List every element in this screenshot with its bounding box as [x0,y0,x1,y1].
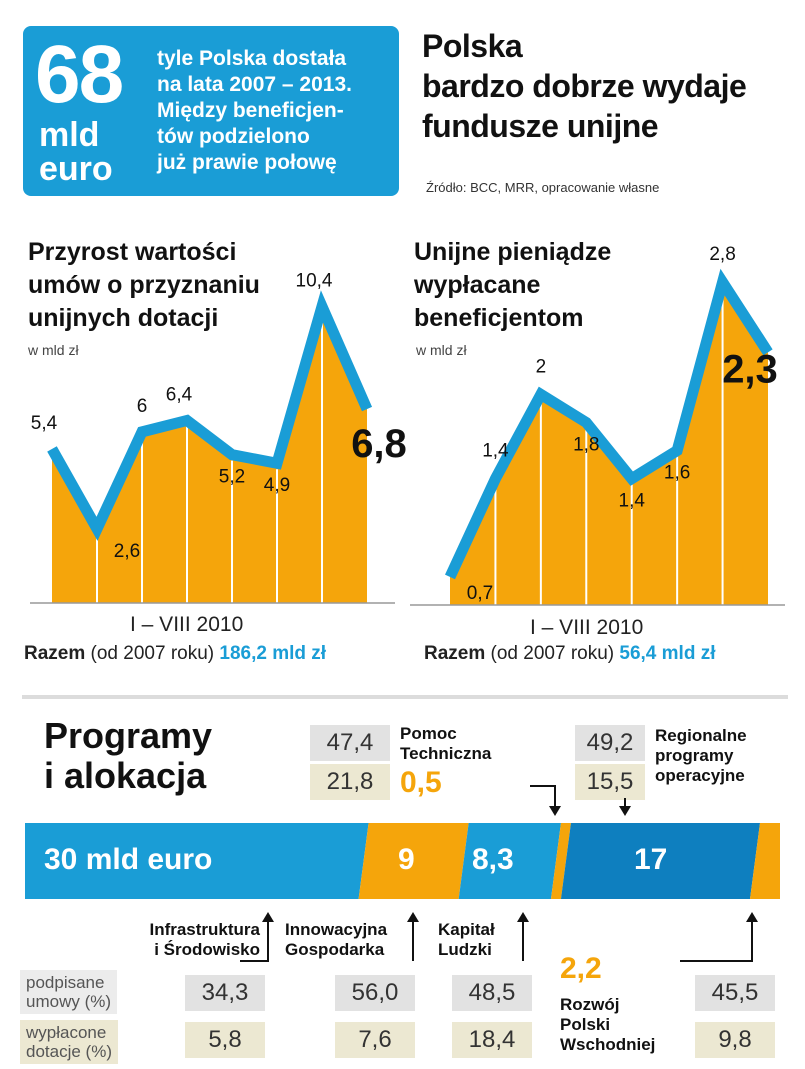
chart1-svg: 5,4 2,6 6 6,4 5,2 4,9 10,4 6,8 0,7 1,4 2 1,8 1,4 1,6 2… [30,244,785,606]
chart1-value-label: 5,4 [31,413,58,434]
chart2-value-label: 2,3 [722,347,778,391]
innow-name: Innowacyjna Gospodarka [285,920,388,959]
chart2-area [450,282,768,605]
rozwoj-arrow [680,912,758,962]
programs-title: Programy i alokacja [44,715,213,796]
chart1-line [47,290,373,541]
chart2-line [445,268,773,580]
infra-name: Infrastruktura i Środowisko [149,920,260,959]
innow-arrow [407,912,419,961]
infra-arrow [240,912,274,962]
chart1-value-label: 4,9 [264,475,290,496]
kapital-amount: 8,3 [472,843,514,876]
chart1-value-label: 6,8 [351,422,407,466]
summary-text: tyle Polska dostała na lata 2007 – 2013.… [157,47,352,174]
allocation-segment-5 [560,823,760,899]
chart2-value-label: 2,8 [709,244,735,265]
row-label-signed: podpisane umowy (%) [20,970,118,1014]
pomoc-arrow [530,785,561,816]
regional-signed-value: 49,2 [575,725,645,761]
section-divider [22,695,788,699]
kapital-signed-value: 48,5 [452,975,532,1011]
chart2-value-label: 1,4 [482,441,509,462]
rozwoj-amount: 2,2 [560,952,602,985]
source-note: Źródło: BCC, MRR, opracowanie własne [426,180,660,195]
allocation-segment-4 [550,823,571,899]
pomoc-signed-value: 47,4 [310,725,390,761]
big-unit: mld euro [39,116,113,188]
infra-paid-value: 5,8 [185,1022,265,1058]
chart1-value-label: 5,2 [219,467,245,488]
infra-amount: 30 mld euro [44,843,213,876]
chart1-value-label: 6 [137,396,148,417]
regional-amount: 17 [634,843,668,876]
regional-name: Regionalne programy operacyjne [655,726,747,785]
innow-signed-value: 56,0 [335,975,415,1011]
allocation-segment-1 [25,823,369,899]
chart2-unit: w mld zł [416,342,467,358]
infra-signed-value: 34,3 [185,975,265,1011]
rozwoj-paid-value: 9,8 [695,1022,775,1058]
kapital-name: Kapitał Ludzki [438,920,495,959]
chart2-value-label: 0,7 [467,583,493,604]
chart1-total-note: (od 2007 roku) [90,643,215,664]
innow-amount: 9 [398,843,415,876]
chart1-value-label: 2,6 [114,541,140,562]
chart1-unit: w mld zł [28,342,79,358]
kapital-paid-value: 18,4 [452,1022,532,1058]
regional-paid-value: 15,5 [575,764,645,800]
chart2-total-value: 56,4 mld zł [619,643,716,664]
chart1-value-label: 10,4 [296,270,333,291]
chart2-value-label: 1,8 [573,435,599,456]
allocation-segment-6 [750,823,780,899]
rozwoj-name: Rozwój Polski Wschodniej [560,995,656,1054]
chart2-total: Razem (od 2007 roku) 56,4 mld zł [424,643,716,665]
row-label-paid: wypłacone dotacje (%) [20,1020,118,1064]
chart1-area [52,306,367,603]
chart2-title: Unijne pieniądze wypłacane beneficjentom [414,238,612,332]
summary-box: 68 mld euro tyle Polska dostała na lata … [23,26,399,196]
chart2-value-label: 2 [536,356,547,377]
chart1-value-label: 6,4 [166,384,193,405]
chart1-total-label: Razem [24,643,86,664]
chart2-total-note: (od 2007 roku) [490,643,615,664]
chart1-period: I – VIII 2010 [130,613,244,636]
regional-arrow [619,798,631,816]
pomoc-paid-value: 21,8 [310,764,390,800]
pomoc-amount: 0,5 [400,766,442,799]
chart1-total-value: 186,2 mld zł [219,643,327,664]
pomoc-name: Pomoc Techniczna [400,724,492,763]
allocation-segment-2 [358,823,469,899]
innow-paid-value: 7,6 [335,1022,415,1058]
chart2-total-label: Razem [424,643,486,664]
rozwoj-signed-value: 45,5 [695,975,775,1011]
allocation-segment-3 [458,823,561,899]
chart2-period: I – VIII 2010 [530,616,644,639]
chart1-total: Razem (od 2007 roku) 186,2 mld zł [24,643,326,665]
chart2-value-label: 1,6 [664,463,690,484]
big-number: 68 [35,29,124,120]
headline: Polska bardzo dobrze wydaje fundusze uni… [422,28,747,144]
chart1-title: Przyrost wartości umów o przyznaniu unij… [28,238,260,332]
kapital-arrow [517,912,529,961]
chart2-value-label: 1,4 [619,491,646,512]
